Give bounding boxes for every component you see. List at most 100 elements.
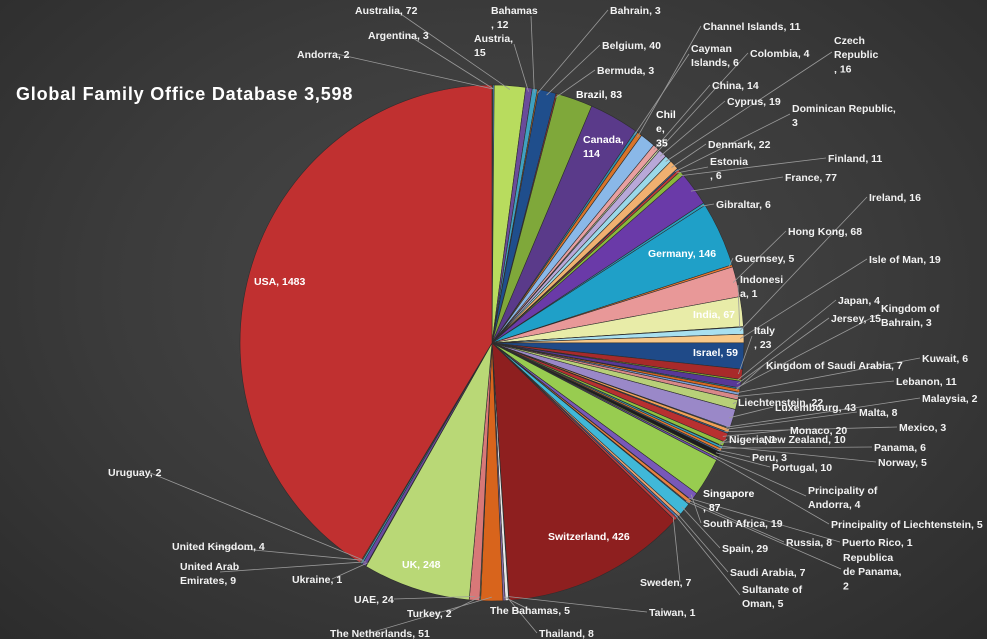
label-saudi-arabia: Saudi Arabia, 7 [730,567,806,579]
leader-italy [738,335,753,375]
pie-slices [239,84,745,602]
label-principality-of-andorra: Principality of Andorra, 4 [808,485,878,511]
label-cayman-islands: Cayman Islands, 6 [691,43,739,69]
label-germany: Germany, 146 [648,248,716,260]
label-united-kingdom: United Kingdom, 4 [172,541,265,553]
leader-indonesia [737,284,741,328]
leader-belgium [546,44,601,96]
leader-liechtenstein [732,401,737,405]
label-japan: Japan, 4 [838,295,880,307]
label-luxembourg: Luxembourg, 43 [775,402,856,414]
leader-argentina [407,34,494,90]
leader-bahrain [537,9,609,94]
leader-ireland [739,196,868,332]
leader-puerto-rico [688,497,841,543]
leader-principality-of-liechtenstein [713,456,830,525]
leader-thailand [506,596,538,634]
label-kingdom-of-saudi-arabia: Kingdom of Saudi Arabia, 7 [766,360,903,372]
label-jersey: Jersey, 15 [831,313,881,325]
leader-cyprus [659,100,726,157]
label-monaco: Monaco, 20 [790,425,847,437]
leader-sweden [672,516,681,583]
leader-malta [725,411,858,430]
leader-austria [513,43,529,92]
label-spain: Spain, 29 [722,543,768,555]
label-indonesia: Indonesi a, 1 [740,274,783,300]
label-uruguay: Uruguay, 2 [108,467,162,479]
leader-japan [737,299,837,381]
label-argentina: Argentina, 3 [368,30,429,42]
leader-kingdom-of-saudi-arabia [735,364,765,391]
label-singapore: Singapore, 87 [703,488,755,514]
label-peru: Peru, 3 [752,452,787,464]
label-puerto-rico: Puerto Rico, 1 [842,537,913,549]
label-sweden: Sweden, 7 [640,577,692,589]
slice-uk [365,342,493,601]
label-liechtenstein: Liechtenstein, 22 [738,397,823,409]
leader-gibraltar [701,203,715,207]
leader-spain [681,506,721,549]
leader-new-zealand [720,438,763,443]
label-isle-of-man: Isle of Man, 19 [869,254,941,266]
leader-bermuda [555,69,596,98]
leader-china [653,84,711,151]
leader-luxembourg [729,406,774,419]
label-lebanon: Lebanon, 11 [896,376,957,388]
label-brazil: Brazil, 83 [576,89,622,101]
label-uk: UK, 248 [402,559,441,571]
label-sultanate-of-oman: Sultanate of Oman, 5 [742,584,803,610]
label-france: France, 77 [785,172,837,184]
label-mexico: Mexico, 3 [899,422,946,434]
label-bermuda: Bermuda, 3 [597,65,654,77]
leader-turkey [446,596,481,614]
label-the-bahamas: The Bahamas, 5 [490,605,570,617]
leader-panama [717,446,873,449]
leader-mexico [724,426,898,432]
leader-sultanate-of-oman [674,514,741,596]
leader-estonia [676,166,709,174]
leader-lebanon [734,380,895,398]
label-gibraltar: Gibraltar, 6 [716,199,771,211]
label-united-arab-emirates: United Arab Emirates, 9 [180,561,239,587]
label-kuwait: Kuwait, 6 [922,353,968,365]
leader-australia [394,9,511,90]
label-usa: USA, 1483 [254,276,306,288]
slice-switzerland [491,342,676,601]
label-new-zealand: New Zealand, 10 [764,434,846,446]
label-denmark: Denmark, 22 [708,139,771,151]
leader-uae [393,596,475,600]
label-australia: Australia, 72 [355,5,418,17]
label-bahrain: Bahrain, 3 [610,5,661,17]
leader-monaco [722,429,789,437]
leader-colombia [656,52,749,153]
leader-dominican-republic [675,113,791,172]
leader-guernsey [728,257,734,268]
leader-republica-de-panama [685,501,842,570]
label-turkey: Turkey, 2 [407,608,452,620]
label-ireland: Ireland, 16 [869,192,921,204]
leader-uruguay [147,471,363,560]
label-cyprus: Cyprus, 19 [727,96,781,108]
leader-taiwan [508,596,648,613]
label-colombia: Colombia, 4 [750,48,810,60]
label-italy: Italy, 23 [754,325,775,351]
label-taiwan: Taiwan, 1 [649,607,696,619]
leader-finland [678,157,827,177]
label-israel: Israel, 59 [693,347,738,359]
label-estonia: Estonia, 6 [710,156,748,182]
leader-united-arab-emirates [219,561,366,573]
label-bahamas: Bahamas, 12 [491,5,538,31]
leader-czech-republic [665,51,833,162]
leader-france [690,176,784,192]
leader-lines [147,9,921,634]
leader-principality-of-andorra [714,455,807,497]
label-panama: Panama, 6 [874,442,926,454]
label-the-netherlands: The Netherlands, 51 [330,628,430,639]
label-dominican-republic: Dominican Republic, 3 [792,103,896,129]
leader-jersey [736,317,830,385]
leader-denmark [671,143,707,168]
label-guernsey: Guernsey, 5 [735,253,794,265]
label-nigeria: Nigeria, 1 [729,434,776,446]
leader-nigeria [719,438,728,446]
